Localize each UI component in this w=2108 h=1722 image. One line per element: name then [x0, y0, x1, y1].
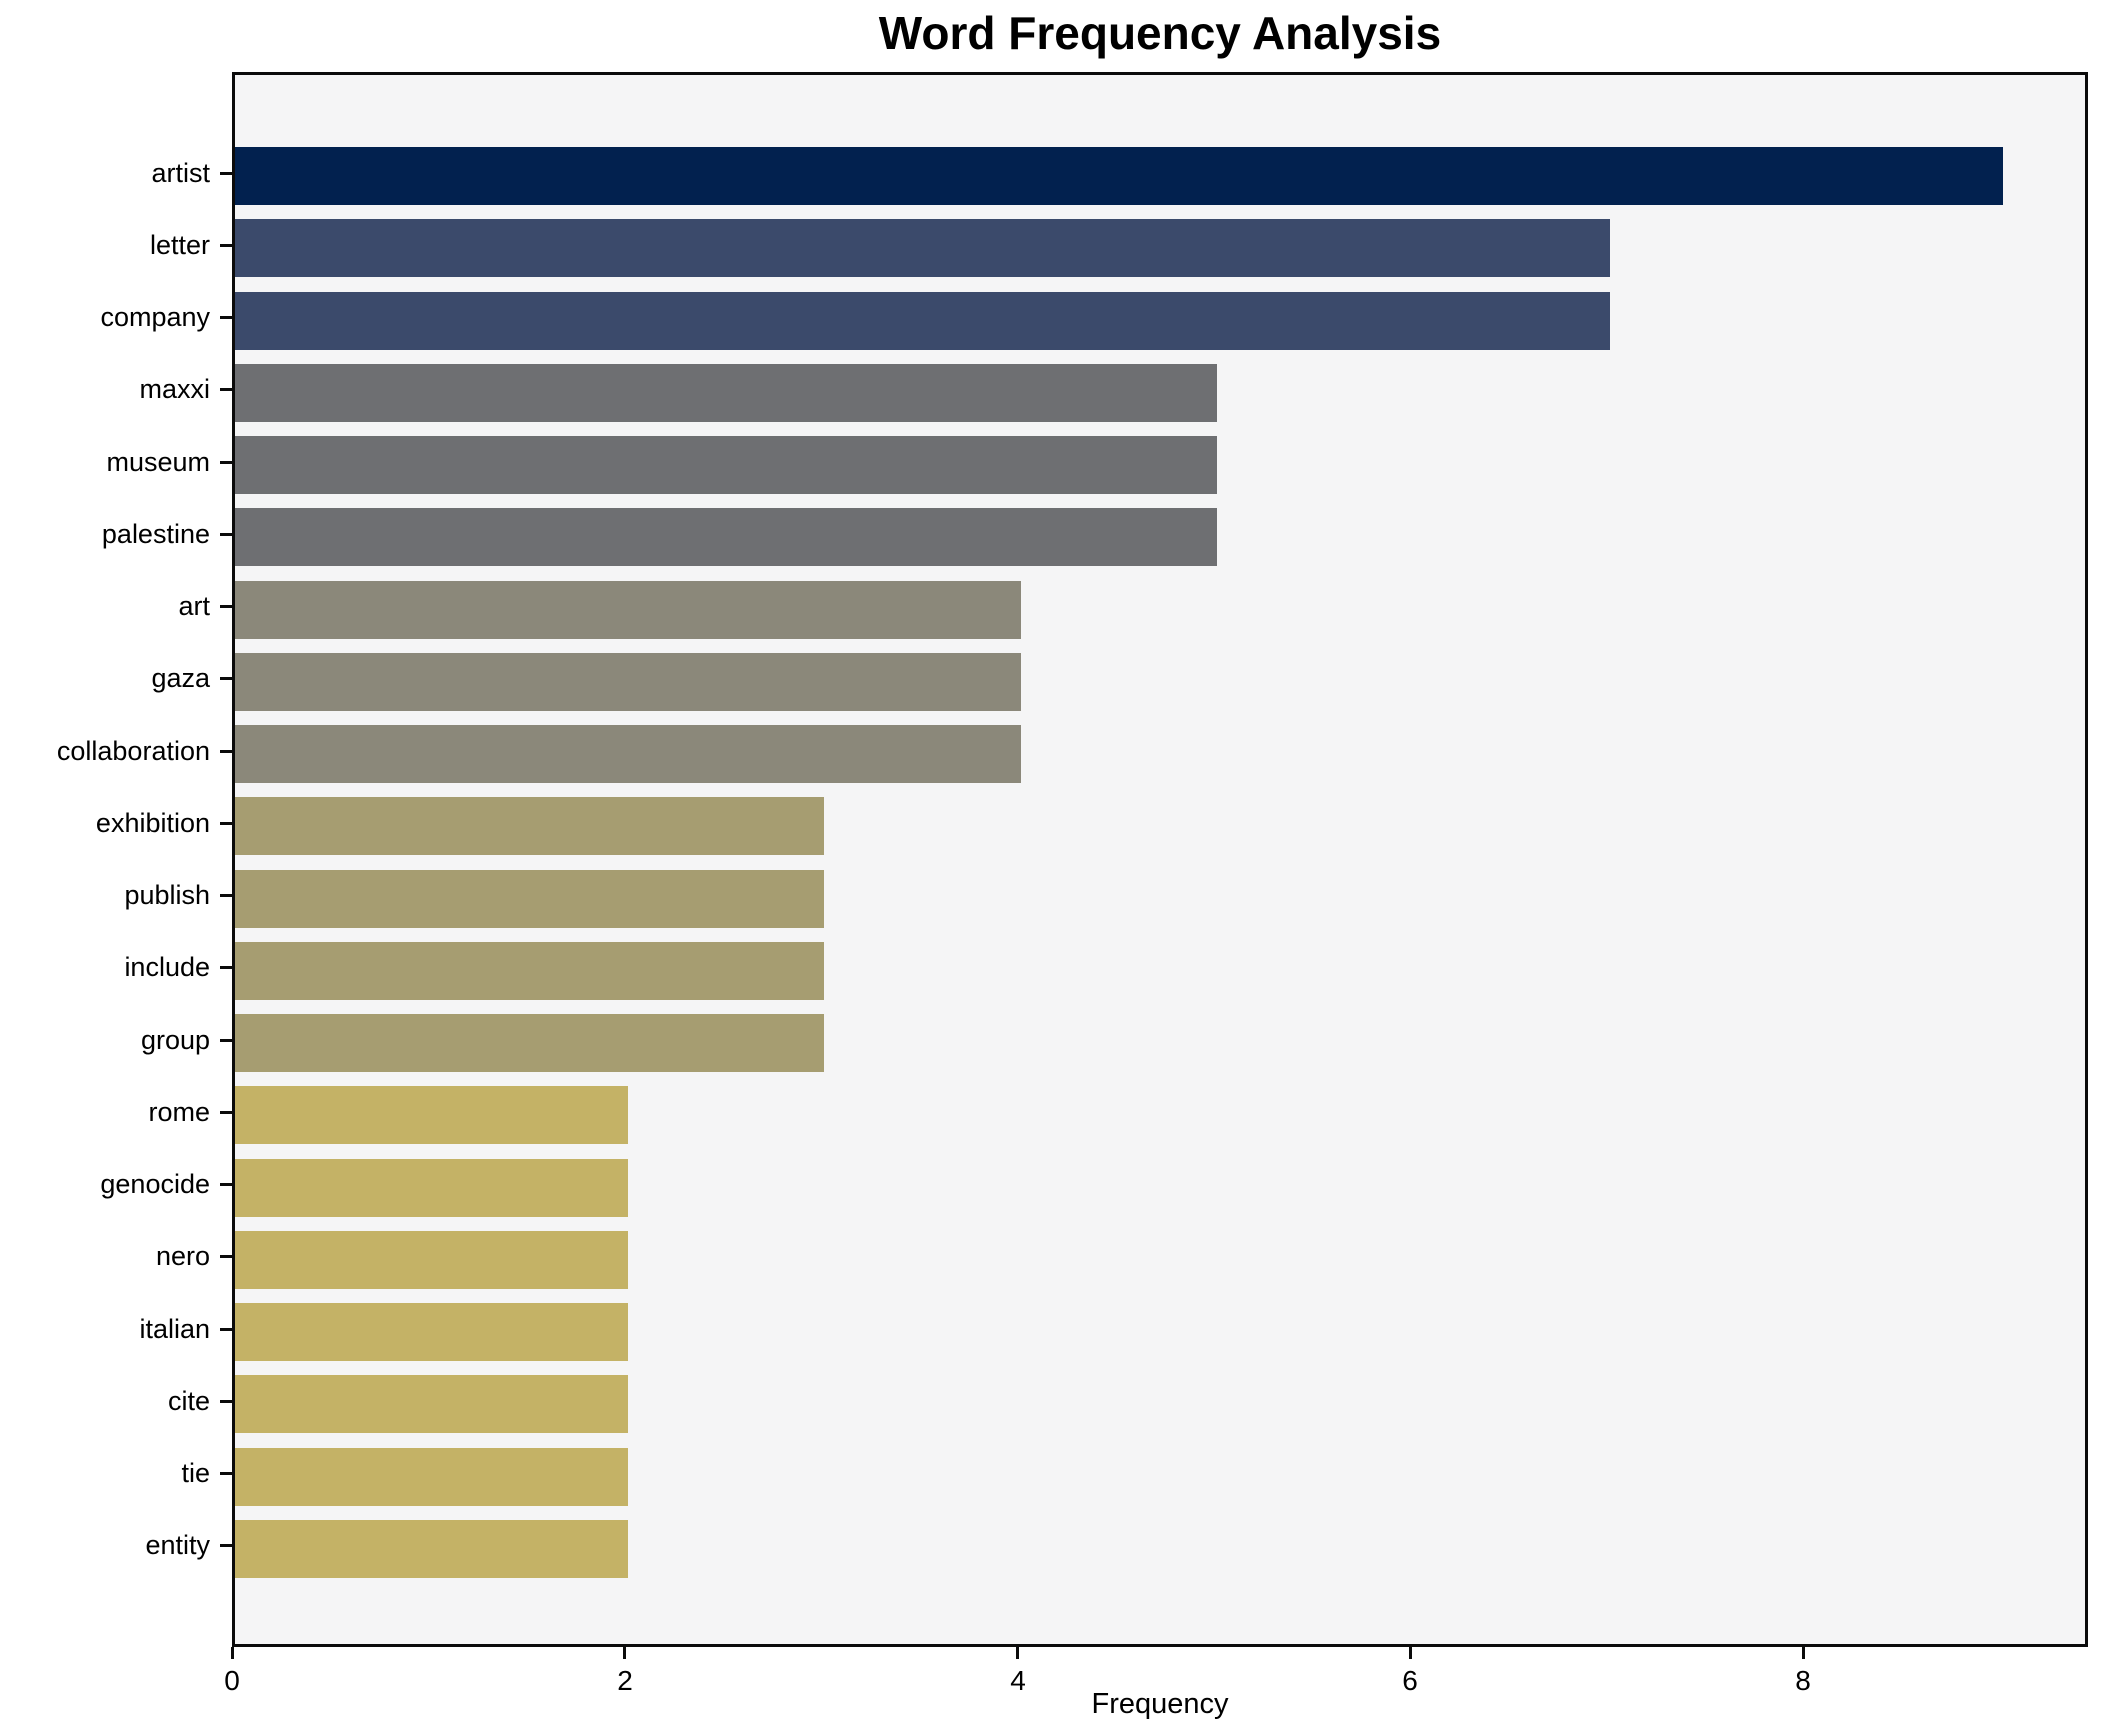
- y-tick: [220, 244, 232, 247]
- bar-collaboration: [235, 725, 1021, 783]
- y-tick-label-artist: artist: [151, 158, 210, 188]
- y-tick-label-collaboration: collaboration: [56, 736, 210, 766]
- bar-exhibition: [235, 797, 824, 855]
- bar-maxxi: [235, 364, 1217, 422]
- y-tick-label-nero: nero: [155, 1241, 210, 1271]
- bar-palestine: [235, 508, 1217, 566]
- y-tick-label-museum: museum: [106, 447, 210, 477]
- y-tick: [220, 1472, 232, 1475]
- bar-artist: [235, 147, 2003, 205]
- bar-letter: [235, 219, 1610, 277]
- x-tick: [623, 1647, 626, 1659]
- y-tick: [220, 316, 232, 319]
- y-tick: [220, 677, 232, 680]
- y-tick-label-genocide: genocide: [100, 1169, 210, 1199]
- chart-title: Word Frequency Analysis: [878, 7, 1442, 59]
- y-tick-label-company: company: [100, 302, 210, 332]
- x-tick: [1409, 1647, 1412, 1659]
- x-tick: [231, 1647, 234, 1659]
- y-tick: [220, 1400, 232, 1403]
- plot-area: [232, 72, 2088, 1647]
- bar-genocide: [235, 1159, 628, 1217]
- y-tick-label-cite: cite: [167, 1386, 210, 1416]
- bar-gaza: [235, 653, 1021, 711]
- y-tick-label-letter: letter: [149, 230, 210, 260]
- x-tick-label-8: 8: [1795, 1665, 1811, 1696]
- y-tick-label-palestine: palestine: [101, 519, 210, 549]
- y-tick: [220, 1183, 232, 1186]
- y-tick: [220, 172, 232, 175]
- y-tick: [220, 894, 232, 897]
- x-tick-label-0: 0: [224, 1665, 240, 1696]
- bar-rome: [235, 1086, 628, 1144]
- y-tick-label-exhibition: exhibition: [95, 808, 210, 838]
- x-tick-label-2: 2: [617, 1665, 633, 1696]
- y-tick: [220, 388, 232, 391]
- y-tick: [220, 605, 232, 608]
- y-tick: [220, 750, 232, 753]
- bar-museum: [235, 436, 1217, 494]
- y-tick: [220, 1111, 232, 1114]
- bar-italian: [235, 1303, 628, 1361]
- y-tick-label-include: include: [124, 952, 210, 982]
- x-tick-label-6: 6: [1402, 1665, 1418, 1696]
- y-tick: [220, 1328, 232, 1331]
- y-tick-label-gaza: gaza: [151, 663, 210, 693]
- x-tick: [1016, 1647, 1019, 1659]
- bar-entity: [235, 1520, 628, 1578]
- y-tick-label-publish: publish: [124, 880, 210, 910]
- y-tick: [220, 1255, 232, 1258]
- x-tick-label-4: 4: [1010, 1665, 1026, 1696]
- bar-company: [235, 292, 1610, 350]
- y-tick: [220, 822, 232, 825]
- x-axis-title: Frequency: [1091, 1688, 1229, 1720]
- y-tick-label-rome: rome: [148, 1097, 210, 1127]
- bar-group: [235, 1014, 824, 1072]
- y-tick-label-group: group: [140, 1025, 210, 1055]
- y-tick-label-tie: tie: [181, 1458, 210, 1488]
- bar-publish: [235, 870, 824, 928]
- y-tick: [220, 1039, 232, 1042]
- bar-tie: [235, 1448, 628, 1506]
- y-tick: [220, 1544, 232, 1547]
- bar-include: [235, 942, 824, 1000]
- bar-nero: [235, 1231, 628, 1289]
- y-tick: [220, 461, 232, 464]
- bar-art: [235, 581, 1021, 639]
- y-tick-label-maxxi: maxxi: [139, 374, 210, 404]
- bar-cite: [235, 1375, 628, 1433]
- x-tick: [1802, 1647, 1805, 1659]
- y-tick-label-entity: entity: [145, 1530, 210, 1560]
- y-tick: [220, 533, 232, 536]
- y-tick: [220, 966, 232, 969]
- y-tick-label-art: art: [178, 591, 210, 621]
- y-tick-label-italian: italian: [139, 1314, 210, 1344]
